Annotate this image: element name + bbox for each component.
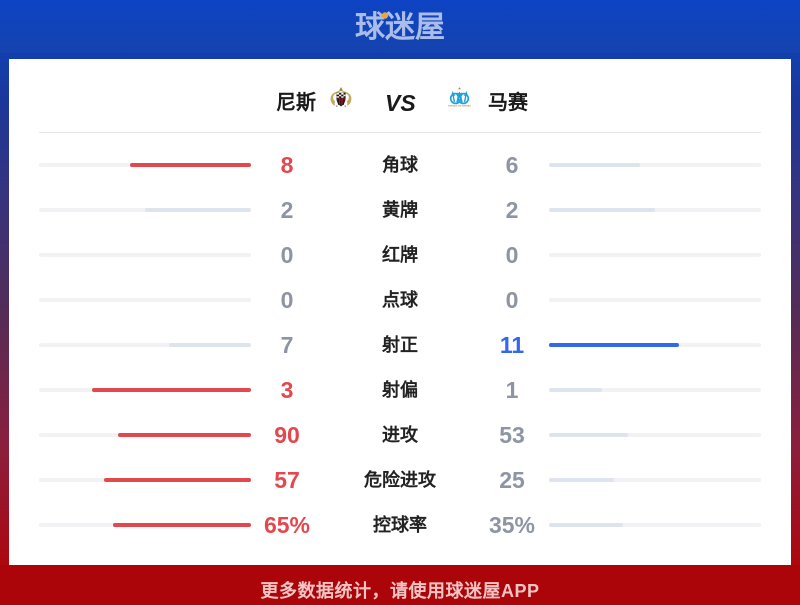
svg-text:球迷屋: 球迷屋 xyxy=(355,11,445,43)
svg-text:OLYMPIQUE DE MARSEILLE: OLYMPIQUE DE MARSEILLE xyxy=(448,105,471,108)
